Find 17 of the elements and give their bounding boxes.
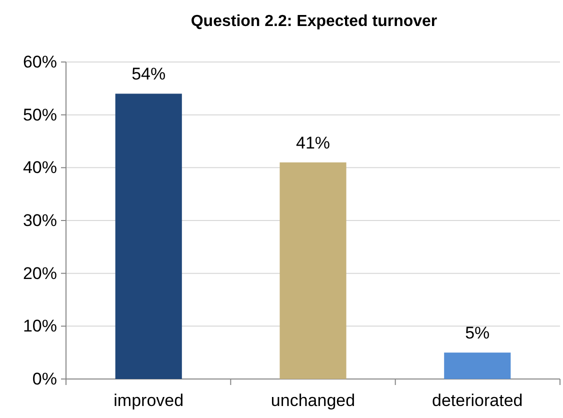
y-tick-label: 40% (22, 158, 57, 178)
data-label: 41% (296, 133, 330, 152)
y-tick-label: 50% (22, 105, 57, 124)
bar (444, 352, 511, 379)
x-tick-label: unchanged (270, 391, 356, 410)
data-label: 5% (465, 324, 490, 343)
chart-title: Question 2.2: Expected turnover (190, 13, 438, 30)
y-tick-label: 0% (32, 369, 57, 388)
y-tick-label: 60% (22, 52, 57, 72)
x-tick-label: improved (114, 391, 184, 410)
bar (115, 94, 182, 379)
x-tick-label: deteriorated (432, 391, 523, 410)
data-label: 54% (132, 64, 166, 84)
bar (280, 162, 346, 379)
y-tick-label: 30% (22, 210, 57, 230)
y-tick-label: 10% (22, 316, 57, 336)
y-tick-label: 20% (22, 264, 57, 283)
